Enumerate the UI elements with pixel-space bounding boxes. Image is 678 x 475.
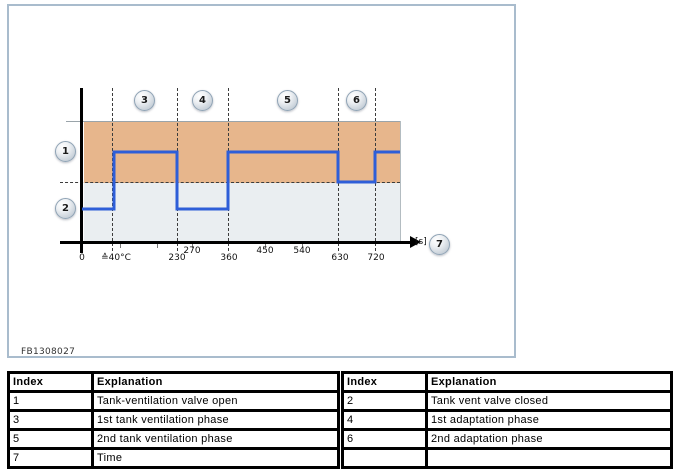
index-cell: 7 xyxy=(7,447,94,469)
explanation-cell: 2nd tank ventilation phase xyxy=(91,428,340,450)
callout-badge-7: 7 xyxy=(429,234,450,255)
x-tick-label-630: 630 xyxy=(331,253,349,263)
x-tick-label-360: 360 xyxy=(220,253,238,263)
callout-badge-3: 3 xyxy=(134,90,155,111)
table-row: 7 Time xyxy=(7,447,340,469)
table-row: 6 2nd adaptation phase xyxy=(341,428,673,450)
explanation-cell: 1st tank ventilation phase xyxy=(91,409,340,431)
explanation-cell xyxy=(425,447,673,469)
index-cell: 3 xyxy=(7,409,94,431)
valve-closed-band xyxy=(84,183,400,241)
dashed-marker-360 xyxy=(228,88,229,251)
index-cell: 5 xyxy=(7,428,94,450)
x-tick-label-270: 270 xyxy=(183,246,201,256)
callout-badge-2: 2 xyxy=(55,198,76,219)
explanation-cell: 2nd adaptation phase xyxy=(425,428,673,450)
x-axis-arrowhead-icon xyxy=(410,236,421,248)
table-row: 4 1st adaptation phase xyxy=(341,409,673,431)
x-minor-tick xyxy=(192,244,193,248)
figure-code: FB1308027 xyxy=(21,347,76,357)
x-minor-tick xyxy=(120,244,121,248)
legend-table-right: Index Explanation 2 Tank vent valve clos… xyxy=(341,371,673,469)
x-tick-label-450: 450 xyxy=(256,246,274,256)
x-minor-tick xyxy=(157,244,158,248)
x-minor-tick xyxy=(302,244,303,248)
callout-badge-4: 4 xyxy=(192,90,213,111)
index-header: Index xyxy=(341,371,428,393)
callout-badge-5: 5 xyxy=(277,90,298,111)
explanation-cell: Time xyxy=(91,447,340,469)
legend-header-row: Index Explanation xyxy=(7,371,340,393)
dashed-marker-230 xyxy=(177,88,178,251)
index-cell: 2 xyxy=(341,390,428,412)
x-tick-label-0: 0 xyxy=(79,253,85,263)
table-row: 5 2nd tank ventilation phase xyxy=(7,428,340,450)
threshold-dashed-line xyxy=(60,182,400,183)
dashed-marker-720 xyxy=(375,88,376,251)
index-cell xyxy=(341,447,428,469)
index-cell: 6 xyxy=(341,428,428,450)
dashed-marker-630 xyxy=(338,88,339,251)
x-axis-line xyxy=(60,241,412,244)
y-axis-line xyxy=(80,88,83,253)
x-tick-label-40c: ≙40°C xyxy=(101,253,131,263)
table-row: 1 Tank-ventilation valve open xyxy=(7,390,340,412)
x-tick-label-540: 540 xyxy=(293,246,311,256)
table-row: 2 Tank vent valve closed xyxy=(341,390,673,412)
explanation-header: Explanation xyxy=(425,371,673,393)
table-row xyxy=(341,447,673,469)
legend-table-left: Index Explanation 1 Tank-ventilation val… xyxy=(7,371,340,469)
index-cell: 1 xyxy=(7,390,94,412)
x-tick-label-720: 720 xyxy=(367,253,385,263)
band-right-edge xyxy=(400,121,401,241)
band-top-line xyxy=(66,121,400,122)
legend-header-row: Index Explanation xyxy=(341,371,673,393)
x-tick-label-230: 230 xyxy=(168,253,186,263)
valve-open-band xyxy=(84,122,400,183)
index-cell: 4 xyxy=(341,409,428,431)
explanation-cell: Tank vent valve closed xyxy=(425,390,673,412)
dashed-marker-40c xyxy=(112,88,113,251)
table-row: 3 1st tank ventilation phase xyxy=(7,409,340,431)
explanation-cell: 1st adaptation phase xyxy=(425,409,673,431)
x-axis-unit-label: [s] xyxy=(415,237,427,247)
index-header: Index xyxy=(7,371,94,393)
callout-badge-1: 1 xyxy=(55,141,76,162)
callout-badge-6: 6 xyxy=(346,90,367,111)
explanation-cell: Tank-ventilation valve open xyxy=(91,390,340,412)
x-minor-tick xyxy=(265,244,266,248)
explanation-header: Explanation xyxy=(91,371,340,393)
